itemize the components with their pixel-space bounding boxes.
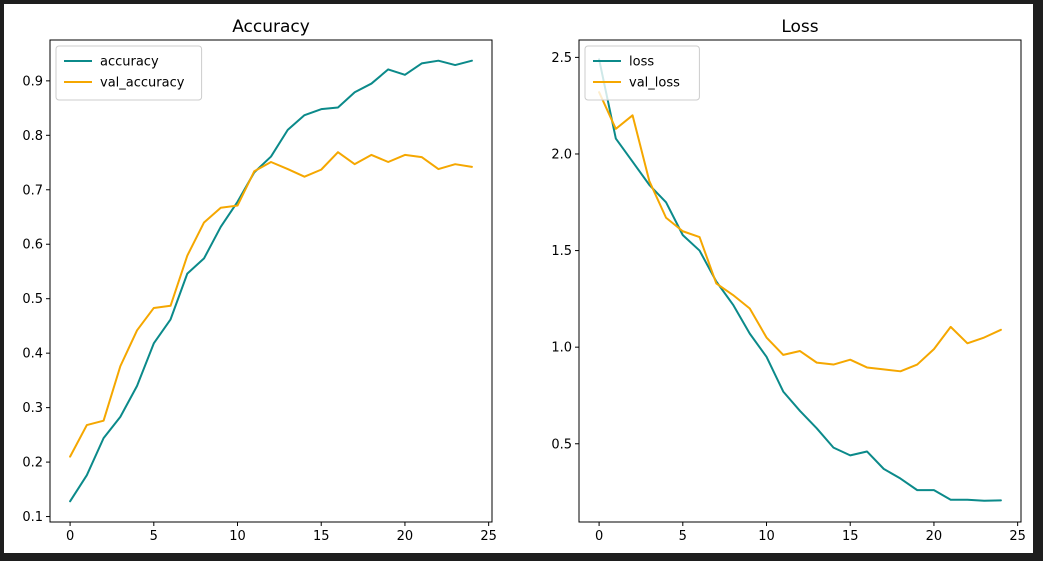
legend-label: accuracy — [100, 55, 159, 70]
x-axis-ticks: 0 5 10 15 20 25 — [595, 522, 1026, 544]
y-tick-label: 1.0 — [551, 341, 572, 356]
x-tick-label: 15 — [313, 529, 330, 544]
y-axis-ticks: 0.1 0.2 0.3 0.4 0.5 0.6 0.7 0.8 0.9 — [22, 74, 50, 525]
y-tick-label: 2.0 — [551, 147, 572, 162]
legend-item: val_loss — [593, 76, 680, 91]
x-tick-label: 0 — [66, 529, 74, 544]
legend: accuracy val_accuracy — [55, 45, 203, 101]
axes-frame — [49, 39, 493, 523]
x-tick-label: 5 — [679, 529, 687, 544]
x-tick-label: 10 — [758, 529, 775, 544]
legend-item: loss — [593, 55, 654, 70]
legend-item: val_accuracy — [64, 76, 185, 91]
figure: Accuracy 0 5 10 15 20 25 0.1 0.2 0.3 0.4 0.5 0.6 0.7 0… — [4, 4, 1033, 553]
chart-title: Accuracy — [232, 17, 310, 37]
legend: loss val_loss — [584, 45, 700, 101]
x-tick-label: 0 — [595, 529, 603, 544]
x-tick-label: 25 — [1009, 529, 1026, 544]
legend-label: val_loss — [629, 76, 680, 91]
x-tick-label: 20 — [397, 529, 414, 544]
y-tick-label: 0.6 — [22, 238, 43, 253]
series-line-loss — [598, 58, 1002, 502]
y-tick-label: 0.9 — [22, 74, 43, 89]
x-tick-label: 5 — [150, 529, 158, 544]
series-lines — [69, 59, 473, 503]
x-axis-ticks: 0 5 10 15 20 25 — [66, 522, 497, 544]
x-tick-label: 10 — [229, 529, 246, 544]
legend-box — [584, 45, 700, 101]
y-tick-label: 0.5 — [22, 292, 43, 307]
y-tick-label: 0.4 — [22, 347, 43, 362]
x-tick-label: 20 — [926, 529, 943, 544]
x-tick-label: 15 — [842, 529, 859, 544]
series-line-val_accuracy — [69, 151, 473, 458]
axes-frame — [578, 39, 1022, 523]
y-axis-ticks: 0.5 1.0 1.5 2.0 2.5 — [551, 51, 579, 452]
legend-box — [55, 45, 203, 101]
legend-label: loss — [629, 55, 654, 70]
series-line-accuracy — [69, 59, 473, 503]
series-line-val_loss — [598, 91, 1002, 373]
y-tick-label: 0.3 — [22, 401, 43, 416]
y-tick-label: 0.7 — [22, 183, 43, 198]
legend-label: val_accuracy — [100, 76, 185, 91]
y-tick-label: 0.5 — [551, 437, 572, 452]
y-tick-label: 0.2 — [22, 456, 43, 471]
series-lines — [598, 58, 1002, 502]
chart-title: Loss — [781, 17, 818, 37]
y-tick-label: 2.5 — [551, 51, 572, 66]
y-tick-label: 0.1 — [22, 510, 43, 525]
chart-2: Loss 0 5 10 15 20 25 0.5 1.0 1.5 2.0 2.5 loss val_los… — [551, 17, 1026, 544]
x-tick-label: 25 — [480, 529, 497, 544]
y-tick-label: 1.5 — [551, 244, 572, 259]
legend-item: accuracy — [64, 55, 159, 70]
y-tick-label: 0.8 — [22, 129, 43, 144]
